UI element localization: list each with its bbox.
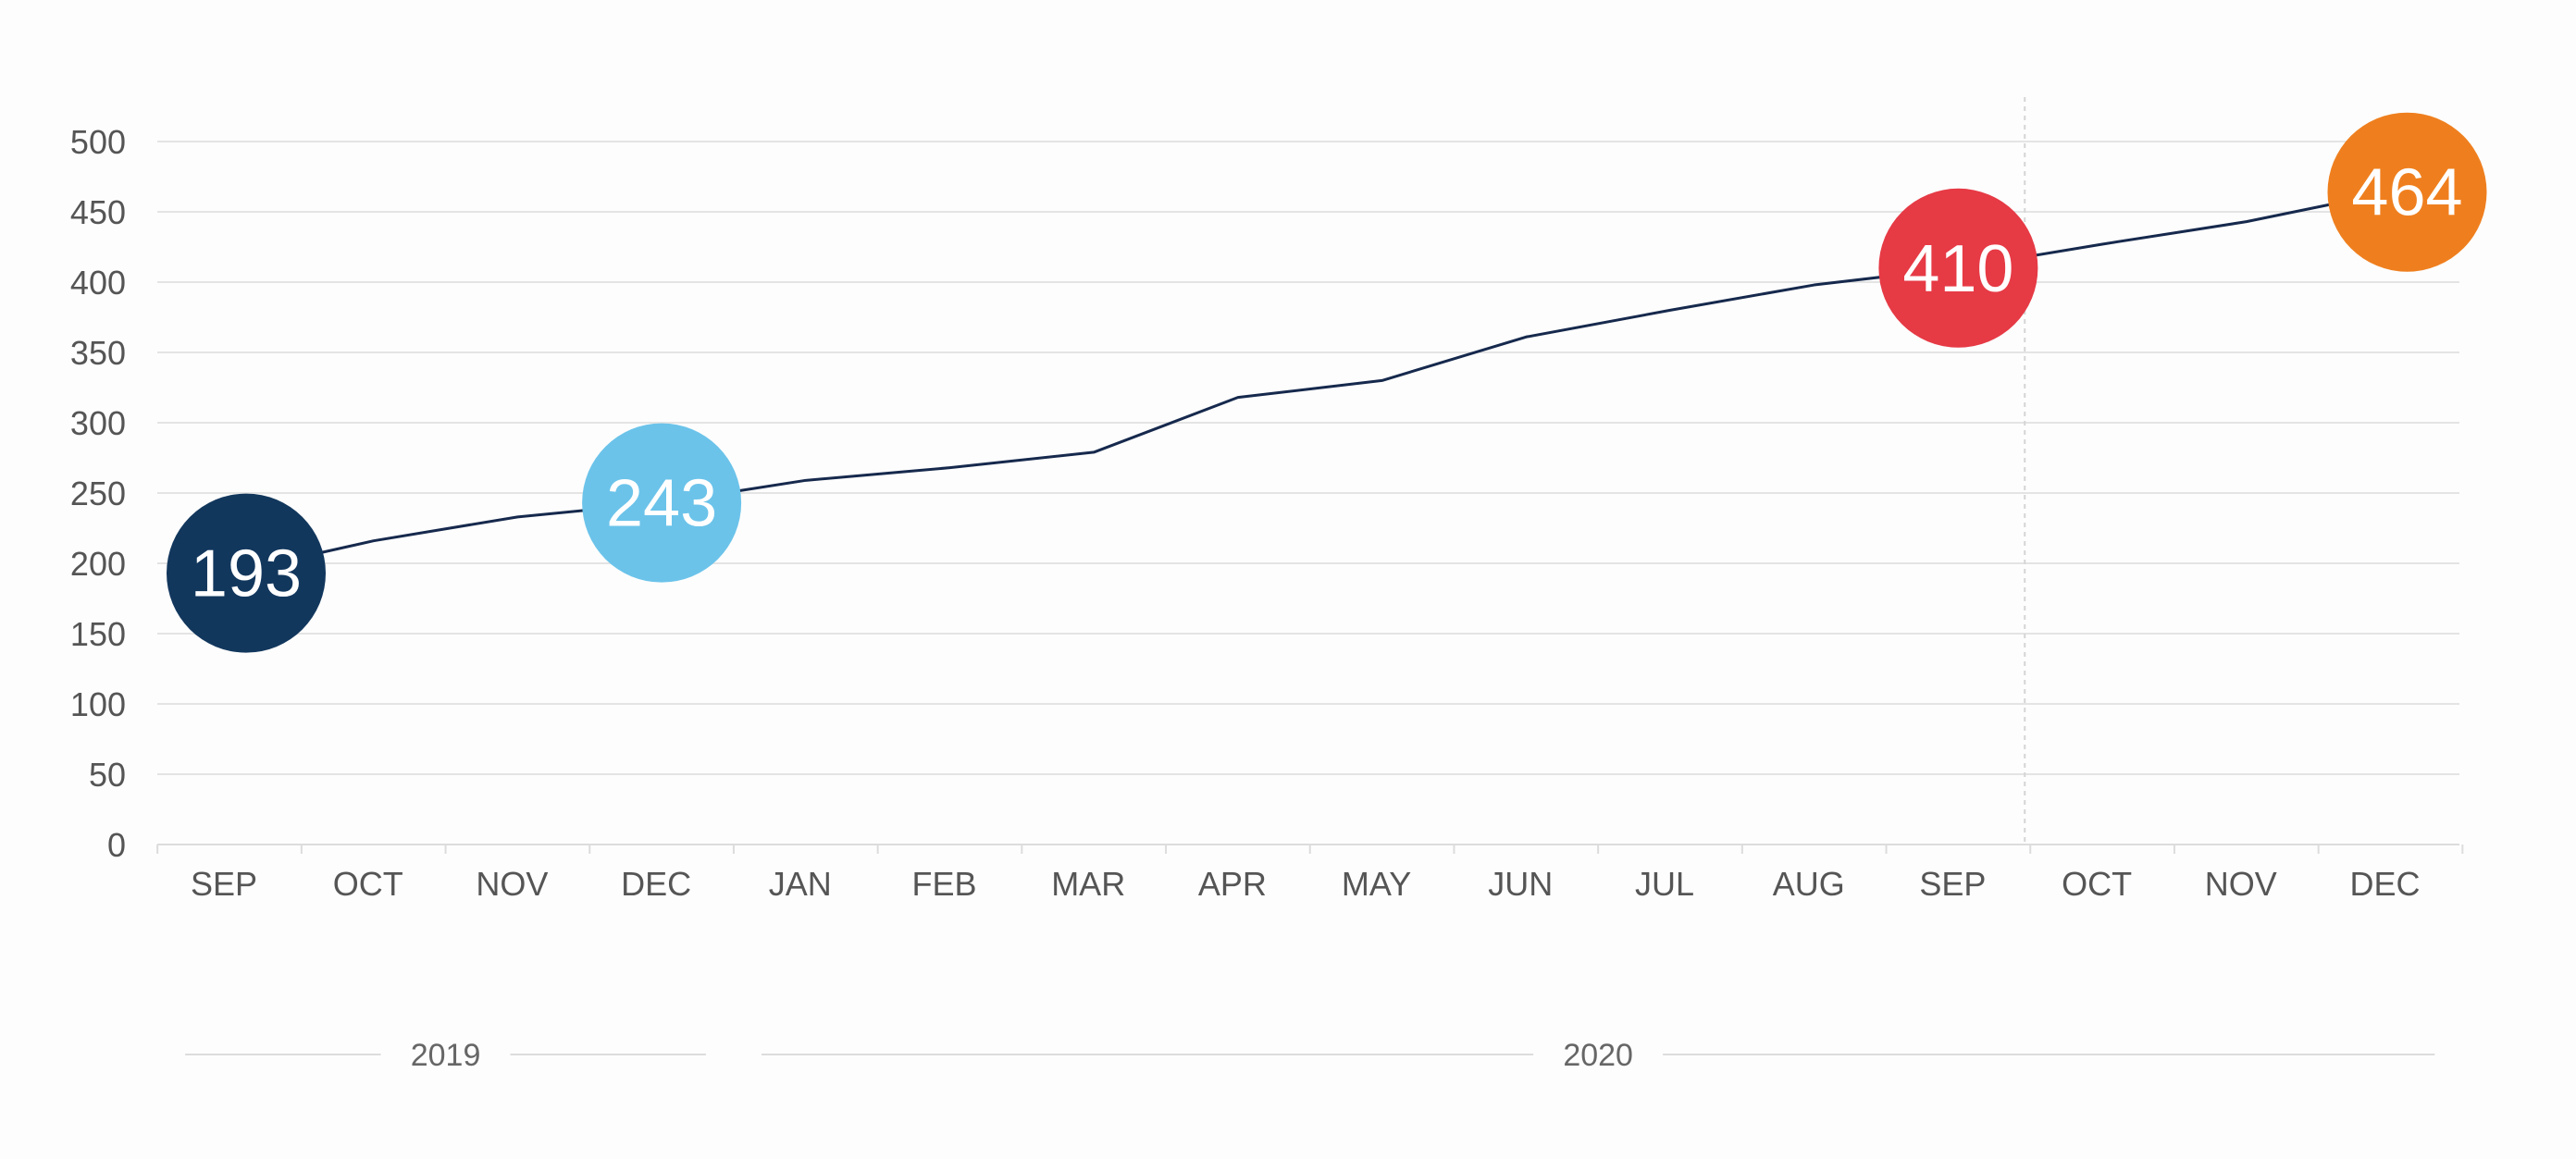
grid-lines xyxy=(157,141,2459,845)
highlight-value-label: 243 xyxy=(606,467,717,541)
highlight-bubble xyxy=(2327,112,2487,272)
y-tick-label: 200 xyxy=(70,545,126,583)
y-axis-ticks: 0 50 100 150 200 250 300 350 400 450 500 xyxy=(70,123,126,864)
highlight-value-label: 410 xyxy=(1902,232,2013,306)
x-tick-label: OCT xyxy=(333,865,403,903)
x-tick-label: NOV xyxy=(2205,865,2277,903)
x-tick-label: JAN xyxy=(769,865,832,903)
x-tick-label: NOV xyxy=(476,865,548,903)
year-label: 2020 xyxy=(1563,1038,1633,1073)
x-tick-label: APR xyxy=(1198,865,1267,903)
x-tick-label: AUG xyxy=(1773,865,1845,903)
highlight-value-label: 464 xyxy=(2351,156,2462,230)
year-label: 2019 xyxy=(411,1038,481,1073)
x-tick-label: JUL xyxy=(1635,865,1694,903)
x-tick-label: MAR xyxy=(1051,865,1125,903)
y-tick-label: 100 xyxy=(70,685,126,723)
y-tick-label: 250 xyxy=(70,475,126,512)
highlight-bubble xyxy=(1878,188,2038,348)
y-tick-label: 50 xyxy=(89,756,126,794)
y-tick-label: 350 xyxy=(70,334,126,372)
y-tick-label: 300 xyxy=(70,404,126,442)
x-tick-label: FEB xyxy=(911,865,976,903)
x-tick-label: DEC xyxy=(621,865,691,903)
y-tick-label: 0 xyxy=(107,826,126,864)
highlight-value-label: 193 xyxy=(191,537,302,611)
highlight-bubble xyxy=(582,423,742,583)
x-tick-label: SEP xyxy=(191,865,257,903)
x-tick-label: DEC xyxy=(2349,865,2420,903)
series-line xyxy=(229,191,2391,575)
x-tick-label: MAY xyxy=(1342,865,1411,903)
y-tick-label: 450 xyxy=(70,193,126,231)
y-tick-label: 400 xyxy=(70,264,126,302)
x-tick-label: SEP xyxy=(1919,865,1986,903)
series-polyline xyxy=(229,191,2391,575)
y-tick-label: 500 xyxy=(70,123,126,161)
highlight-bubble xyxy=(167,493,326,653)
x-axis: SEP OCT NOV DEC JAN FEB MAR APR MAY JUN JUL AUG SEP O… xyxy=(156,845,2464,903)
x-tick-label: OCT xyxy=(2062,865,2132,903)
year-groups: 2019 2020 xyxy=(185,1038,2435,1073)
x-tick-label: JUN xyxy=(1488,865,1553,903)
y-tick-label: 150 xyxy=(70,615,126,653)
highlight-bubbles: 193 243 410 464 xyxy=(167,112,2487,653)
